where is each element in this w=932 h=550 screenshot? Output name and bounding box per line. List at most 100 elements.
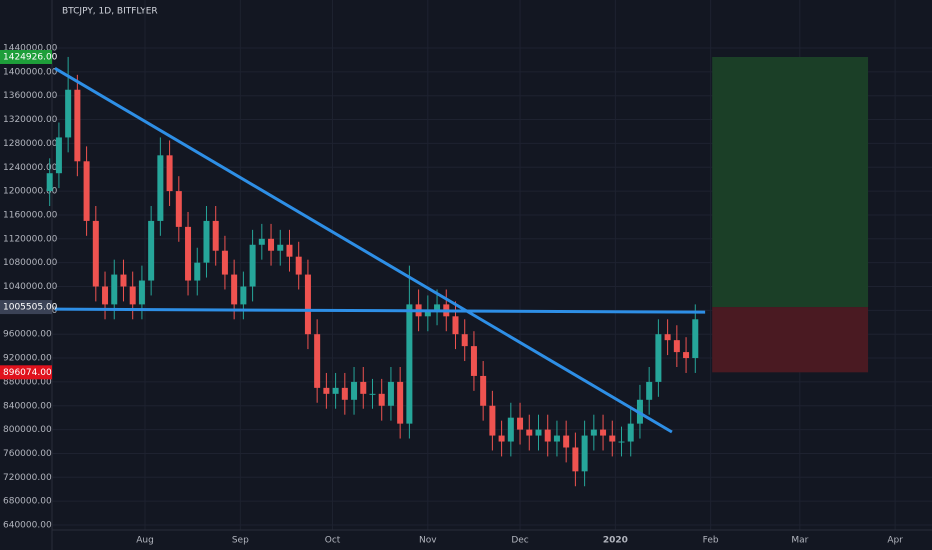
- y-tick-label: 800000.00: [3, 425, 52, 435]
- y-tick-label: 1440000.00: [3, 44, 58, 54]
- price-tag: [0, 300, 52, 315]
- candle-body: [378, 393, 385, 406]
- candle-body: [323, 387, 330, 394]
- candle-body: [240, 286, 247, 305]
- candle-body: [46, 173, 53, 192]
- y-tick-label: 1160000.00: [3, 210, 58, 220]
- candle-body: [507, 417, 514, 442]
- candle-body: [369, 393, 376, 395]
- candle-body: [553, 435, 560, 442]
- candle-body: [387, 381, 394, 406]
- candle-body: [692, 319, 699, 359]
- price-tag-label: 896074.00: [3, 368, 52, 378]
- y-tick-label: 840000.00: [3, 401, 52, 411]
- candle-body: [314, 334, 321, 388]
- candle-body: [517, 417, 524, 430]
- x-tick-label: Mar: [791, 536, 808, 546]
- candle-body: [544, 429, 551, 442]
- candle-body: [683, 352, 690, 359]
- y-tick-label: 1200000.00: [3, 187, 58, 197]
- candle-body: [83, 161, 90, 221]
- x-tick-label: Oct: [325, 536, 341, 546]
- trend-line: [54, 307, 706, 314]
- candle-body: [526, 429, 533, 436]
- candle-body: [600, 429, 607, 436]
- candle-body: [55, 137, 62, 174]
- y-tick-label: 1120000.00: [3, 234, 58, 244]
- profit-zone: [712, 56, 869, 308]
- y-tick-label: 1240000.00: [3, 163, 58, 173]
- candle-body: [249, 244, 256, 287]
- x-tick-label: Feb: [703, 536, 719, 546]
- candle-body: [673, 340, 680, 353]
- candle-body: [277, 244, 284, 251]
- price-tag: [0, 365, 52, 380]
- candle-body: [268, 238, 275, 251]
- candle-body: [212, 220, 219, 251]
- candle-body: [203, 220, 210, 263]
- candle-body: [406, 304, 413, 424]
- y-tick-label: 880000.00: [3, 377, 52, 387]
- candle-body: [111, 274, 118, 305]
- candle-body: [480, 375, 487, 406]
- candle-body: [166, 155, 173, 192]
- candle-body: [175, 191, 182, 227]
- y-tick-label: 960000.00: [3, 330, 52, 340]
- candle-body: [498, 435, 505, 442]
- candle-body: [563, 435, 570, 448]
- x-tick-label: Sep: [232, 536, 249, 546]
- loss-zone: [712, 307, 869, 373]
- candle-body: [194, 262, 201, 281]
- candle-body: [360, 381, 367, 394]
- candle-body: [157, 155, 164, 221]
- candle-body: [618, 441, 625, 443]
- y-tick-label: 1360000.00: [3, 91, 58, 101]
- candle-body: [609, 435, 616, 442]
- price-tag-label: 1424926.00: [3, 52, 58, 62]
- candle-body: [535, 429, 542, 436]
- candle-body: [627, 423, 634, 442]
- candle-body: [424, 310, 431, 317]
- chart-title: BTCJPY, 1D, BITFLYER: [62, 7, 158, 17]
- trend-line: [54, 66, 673, 434]
- candle-body: [434, 304, 441, 311]
- x-tick-label: Dec: [511, 536, 528, 546]
- price-tag: [0, 49, 52, 64]
- y-tick-label: 720000.00: [3, 473, 52, 483]
- y-tick-label: 680000.00: [3, 497, 52, 507]
- candle-body: [590, 429, 597, 436]
- candle-body: [655, 334, 662, 382]
- candle-body: [74, 89, 81, 162]
- candle-body: [185, 226, 192, 281]
- candle-body: [341, 387, 348, 400]
- candle-body: [397, 381, 404, 424]
- candle-body: [258, 238, 265, 245]
- candle-body: [129, 286, 136, 305]
- candle-body: [332, 387, 339, 394]
- candle-body: [646, 381, 653, 400]
- candle-body: [664, 334, 671, 341]
- y-tick-label: 1080000.00: [3, 258, 58, 268]
- candle-body: [304, 274, 311, 335]
- x-tick-label: Apr: [887, 536, 903, 546]
- y-tick-label: 760000.00: [3, 449, 52, 459]
- candle-body: [572, 447, 579, 472]
- y-tick-label: 1400000.00: [3, 67, 58, 77]
- candle-body: [65, 89, 72, 138]
- y-tick-label: 640000.00: [3, 521, 52, 531]
- candle-body: [221, 250, 228, 275]
- candle-body: [102, 286, 109, 305]
- candle-body: [92, 220, 99, 287]
- candle-body: [120, 274, 127, 287]
- candle-body: [470, 346, 477, 376]
- y-tick-label: 1040000.00: [3, 282, 58, 292]
- candle-body: [138, 280, 145, 305]
- candle-body: [489, 405, 496, 436]
- y-tick-label: 1320000.00: [3, 115, 58, 125]
- x-tick-label: Nov: [419, 536, 437, 546]
- candle-body: [295, 256, 302, 275]
- x-tick-label: 2020: [603, 536, 628, 546]
- candle-body: [286, 244, 293, 257]
- candle-body: [581, 435, 588, 472]
